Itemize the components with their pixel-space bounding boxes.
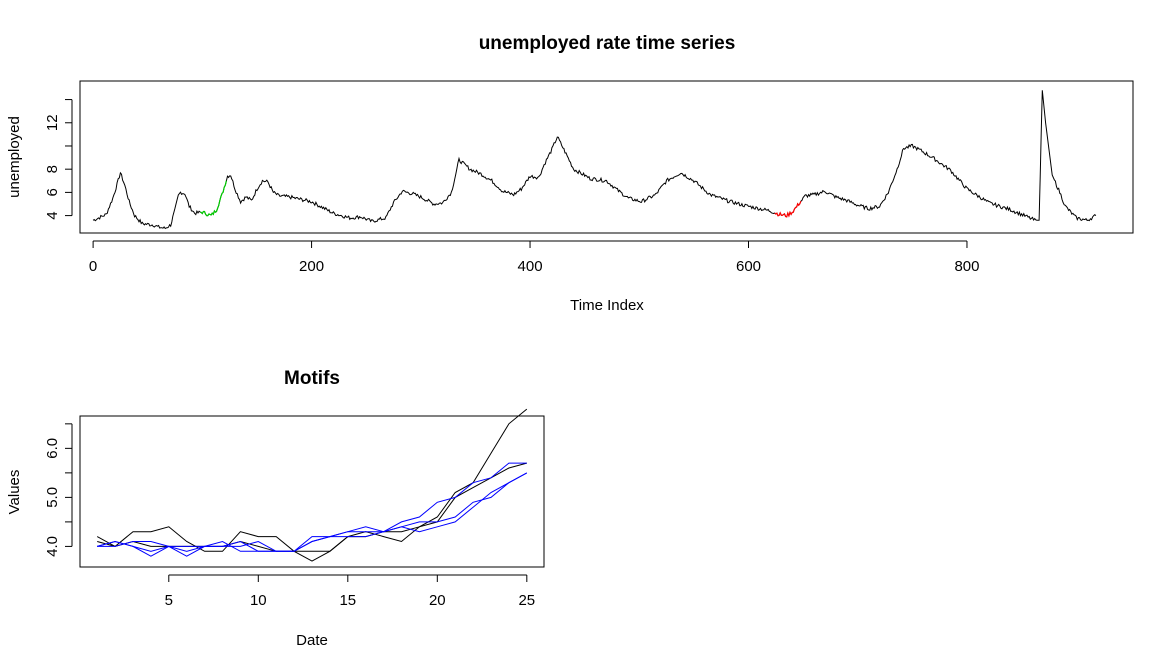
bottom-y-tick-label: 6.0 [44, 438, 61, 459]
bottom-chart-plot-box [79, 415, 545, 568]
unemployed-series-line [92, 90, 1097, 230]
bottom-chart-x-axis: 5 10 15 20 25 [165, 574, 535, 609]
top-chart-y-label: unemployed [6, 116, 23, 198]
bottom-x-tick-label: 5 [165, 592, 173, 609]
top-x-tick-label: 0 [89, 258, 97, 275]
bottom-chart-series [96, 408, 528, 562]
bottom-chart-title: Motifs [284, 368, 340, 389]
top-chart: unemployed rate time series 0 200 400 600 80… [6, 33, 1134, 314]
top-chart-x-axis: 0 200 400 600 800 [89, 240, 979, 275]
bottom-y-tick-label: 4.0 [44, 536, 61, 557]
top-y-tick-label: 8 [44, 165, 61, 173]
top-chart-title: unemployed rate time series [479, 33, 736, 54]
bottom-x-tick-label: 15 [339, 592, 356, 609]
bottom-chart-x-label: Date [296, 632, 328, 649]
bottom-x-tick-label: 25 [518, 592, 535, 609]
top-chart-y-axis: 4 6 8 12 [44, 99, 73, 220]
top-x-tick-label: 800 [954, 258, 979, 275]
motif-line-4 [97, 462, 527, 552]
top-x-tick-label: 600 [736, 258, 761, 275]
top-x-tick-label: 200 [299, 258, 324, 275]
top-x-tick-label: 400 [518, 258, 543, 275]
top-chart-x-label: Time Index [570, 297, 644, 314]
motif-line-3 [97, 472, 528, 552]
top-y-tick-label: 4 [44, 211, 61, 219]
top-chart-plot-box [79, 80, 1134, 234]
top-y-tick-label: 12 [44, 114, 61, 131]
motif-highlight-2 [774, 200, 802, 218]
top-y-tick-label: 6 [44, 188, 61, 196]
motif-highlight-1 [200, 180, 227, 217]
bottom-x-tick-label: 20 [429, 592, 446, 609]
bottom-y-tick-label: 5.0 [44, 487, 61, 508]
bottom-chart-y-label: Values [6, 470, 23, 515]
bottom-x-tick-label: 10 [250, 592, 267, 609]
motif-line-1 [96, 462, 527, 552]
bottom-chart: Motifs 5 10 15 20 25 4.0 5.0 6.0 Date Values [6, 368, 545, 649]
motif-line-5 [97, 472, 528, 557]
bottom-chart-y-axis: 4.0 5.0 6.0 [44, 423, 73, 557]
motif-line-2 [97, 408, 528, 562]
top-chart-series [92, 90, 1097, 230]
